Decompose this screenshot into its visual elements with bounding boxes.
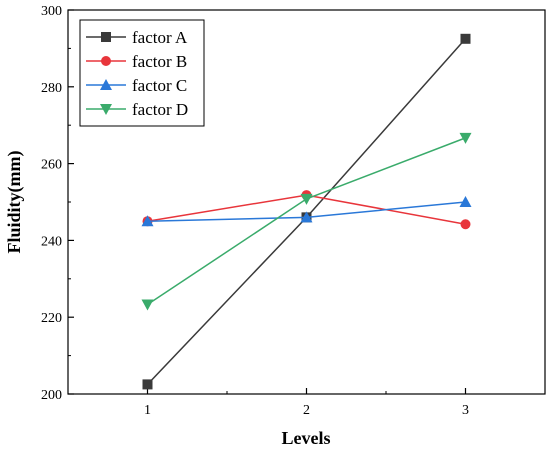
factor-b-point [460, 219, 471, 230]
x-tick-label: 2 [303, 403, 310, 418]
legend: factor A factor B factor C factor D [79, 19, 205, 127]
y-axis-title: Fluidity(mm) [4, 151, 25, 254]
legend-factor-d-marker [100, 104, 112, 115]
factor-d-point [300, 193, 313, 205]
x-tick-label: 1 [144, 403, 151, 418]
y-axis: 200 220 240 260 280 300 [41, 4, 74, 403]
legend-factor-b-marker [101, 56, 111, 66]
legend-factor-a-marker [101, 32, 111, 42]
y-tick-label: 200 [41, 388, 62, 403]
factor-d-point [141, 299, 154, 311]
y-tick-label: 240 [41, 234, 62, 249]
factor-c-point [300, 211, 313, 223]
y-tick-label: 300 [41, 4, 62, 19]
y-tick-label: 220 [41, 311, 62, 326]
series-layer [141, 33, 472, 390]
y-tick-label: 280 [41, 81, 62, 96]
factor-c-point [141, 215, 154, 227]
factor-a-point [142, 379, 153, 390]
legend-factor-c-label: factor C [132, 76, 187, 95]
x-axis: 1 2 3 [144, 388, 469, 418]
factor-d-point [459, 132, 472, 144]
legend-factor-d-label: factor D [132, 100, 188, 119]
legend-factor-c-marker [100, 79, 112, 90]
legend-factor-a-label: factor A [132, 28, 188, 47]
x-axis-title: Levels [282, 428, 331, 448]
x-tick-label: 3 [462, 403, 469, 418]
factor-a-point [460, 33, 471, 44]
factor-c-point [459, 196, 472, 207]
legend-factor-b-label: factor B [132, 52, 187, 71]
y-tick-label: 260 [41, 158, 62, 173]
